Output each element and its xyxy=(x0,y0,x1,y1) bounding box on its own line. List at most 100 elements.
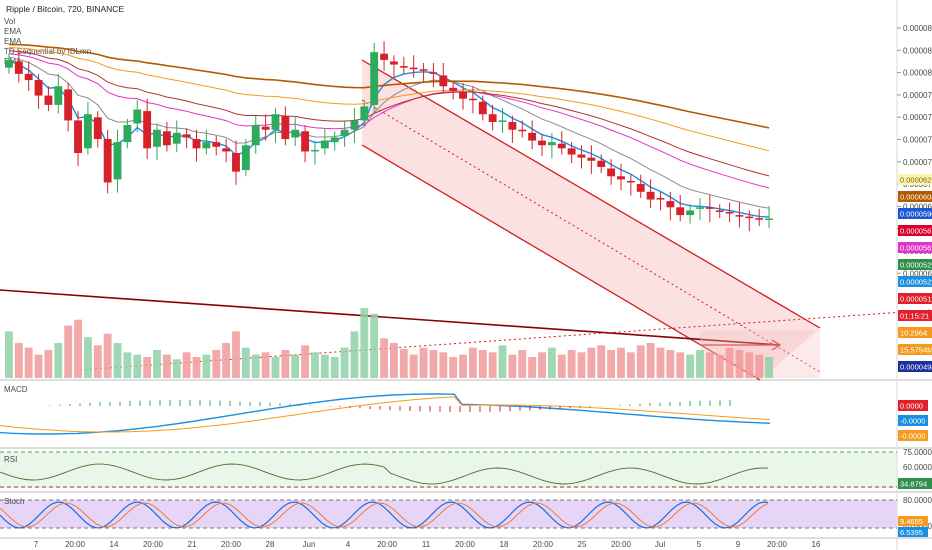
volume-bar xyxy=(44,350,53,378)
candle-body xyxy=(232,153,240,172)
volume-bar xyxy=(330,357,339,378)
macd-tag: -0.0000 xyxy=(898,430,928,441)
price-tags: 0.00006215 0.00006082 0.00005907 0.00005675… xyxy=(898,174,932,372)
candle-body xyxy=(172,132,181,144)
volume-bar xyxy=(380,338,388,378)
volume-bar xyxy=(745,352,754,378)
volume-bar xyxy=(439,352,448,378)
candle-body xyxy=(715,210,724,212)
macd-label: MACD xyxy=(4,385,28,394)
volume-bar xyxy=(715,354,724,378)
volume-bar xyxy=(103,333,112,378)
volume-bar xyxy=(498,345,507,378)
candle-body xyxy=(311,149,319,152)
candle-body xyxy=(547,142,556,146)
candle-body xyxy=(5,59,13,68)
candle-body xyxy=(439,75,448,87)
price-tag-bg xyxy=(898,310,932,321)
volume-bar xyxy=(301,345,310,378)
volume-bar xyxy=(14,343,23,378)
price-tag: 15.5754M xyxy=(898,344,932,355)
macd-tag: 0.0000 xyxy=(898,400,928,411)
candle-body xyxy=(686,210,695,216)
time-axis[interactable]: 7 20:00 14 20:00 21 20:00 28 Jun 4 20:00 11 20:00 18… xyxy=(34,540,821,549)
candle-body xyxy=(350,120,359,130)
candle-body xyxy=(538,140,546,146)
volume-bar xyxy=(133,354,142,378)
volume-bar xyxy=(587,347,596,378)
price-tag-text: 15.5754M xyxy=(900,346,932,355)
volume-bar xyxy=(557,354,566,378)
signal-line xyxy=(0,396,771,433)
channel-fill xyxy=(362,60,820,380)
candle-body xyxy=(449,87,458,91)
ema-line xyxy=(8,47,770,152)
candle-body xyxy=(143,111,152,149)
price-tag-text: 0.00006215 xyxy=(900,176,932,185)
rsi-band xyxy=(0,452,897,488)
candle-body xyxy=(83,114,92,149)
candle-body xyxy=(34,80,43,96)
time-tick-label: 20:00 xyxy=(533,540,554,549)
time-tick-label: 4 xyxy=(346,540,351,549)
time-tick-label: 14 xyxy=(110,540,119,549)
time-tick-label: 20:00 xyxy=(455,540,476,549)
channel-mid-line xyxy=(361,99,821,373)
price-tag-bg xyxy=(898,174,932,185)
price-tag-text: 0.00004985 xyxy=(900,363,932,372)
volume-bar xyxy=(478,350,487,378)
volume-bar xyxy=(340,347,349,378)
volume-bar xyxy=(686,354,695,378)
macd-tag-text: -0.0000 xyxy=(900,417,925,426)
volume-bar xyxy=(281,350,290,378)
macd-tag-bg xyxy=(898,430,928,441)
candle-body xyxy=(202,142,211,149)
price-tag-text: 0.00005621 xyxy=(900,244,932,253)
candle-body xyxy=(182,134,191,138)
macd-tag-bg xyxy=(898,415,928,426)
time-tick-label: 20:00 xyxy=(143,540,164,549)
volume-bar xyxy=(508,354,517,378)
volume-bar xyxy=(725,347,734,378)
candle-body xyxy=(587,157,596,161)
price-tag-text: 01:15:21 xyxy=(900,312,929,321)
candle-body xyxy=(192,139,201,149)
candle-body xyxy=(399,66,408,68)
volume-bar xyxy=(202,354,211,378)
volume-bar xyxy=(93,345,102,378)
time-tick-label: 20:00 xyxy=(377,540,398,549)
volume-bar xyxy=(666,350,675,378)
volume-bar xyxy=(636,345,645,378)
price-tick-label: 0.00007800 xyxy=(903,91,932,100)
candle-body xyxy=(261,126,270,130)
volume-bar xyxy=(350,331,359,378)
candle-body xyxy=(54,86,63,105)
volume-bar xyxy=(567,350,576,378)
volume-bar xyxy=(83,337,92,378)
volume-bar xyxy=(468,347,477,378)
candle-body xyxy=(320,140,329,149)
price-tag-text: 0.00005221 xyxy=(900,278,932,287)
rsi-tag-text: 34.8794 xyxy=(900,480,927,489)
candle-body xyxy=(725,211,734,214)
price-tag: 10.2964 xyxy=(898,327,932,338)
price-tag: 0.00005292 xyxy=(898,259,932,270)
candle-body xyxy=(24,73,33,81)
stoch-d-line xyxy=(0,502,769,528)
volume-bar xyxy=(538,352,546,378)
volume-bar xyxy=(429,350,438,378)
volume-bar xyxy=(547,347,556,378)
volume-bar xyxy=(765,357,773,378)
price-tag-text: 10.2964 xyxy=(900,329,927,338)
price-tag-text: 0.00005675 xyxy=(900,227,932,236)
price-tick-label: 0.00007600 xyxy=(903,113,932,122)
candle-body xyxy=(478,101,487,115)
price-tick-label: 0.00008200 xyxy=(903,46,932,55)
candle-body xyxy=(735,215,744,217)
volume-bar xyxy=(626,352,635,378)
stoch-tag: 9.4655 xyxy=(898,516,928,526)
ema-line xyxy=(8,59,770,218)
candle-body xyxy=(577,154,586,158)
price-tick-label: 0.00006800 xyxy=(903,202,932,211)
